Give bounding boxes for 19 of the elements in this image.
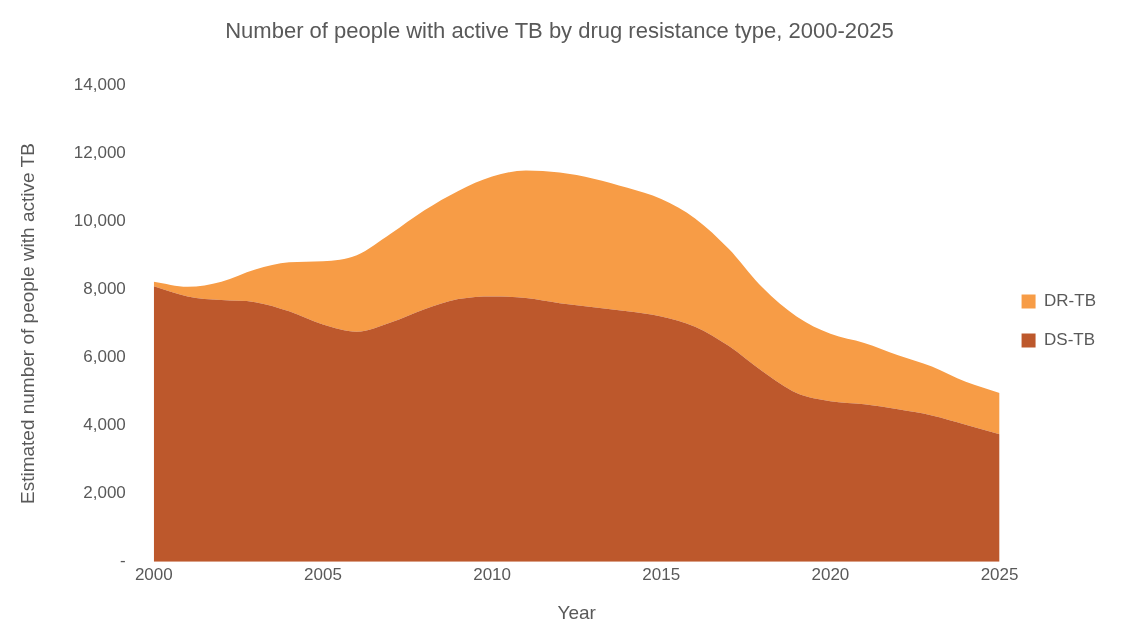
x-tick-label: 2020 xyxy=(811,564,850,584)
y-axis-title: Estimated number of people with active TB xyxy=(16,143,38,505)
x-tick-label: 2010 xyxy=(473,564,512,584)
x-tick-label: 2025 xyxy=(980,564,1019,584)
y-tick-label: 12,000 xyxy=(73,143,126,163)
y-tick-label: 2,000 xyxy=(83,483,126,503)
y-tick-label: 14,000 xyxy=(73,75,126,95)
x-tick-label: 2015 xyxy=(642,564,681,584)
legend-label: DS-TB xyxy=(1044,330,1096,350)
chart-title: Number of people with active TB by drug resistance type, 2000-2025 xyxy=(225,18,894,44)
y-tick-label: 8,000 xyxy=(83,279,126,299)
y-tick-label: 4,000 xyxy=(83,415,126,435)
y-tick-label: - xyxy=(120,551,126,571)
x-axis-title: Year xyxy=(557,601,597,623)
x-tick-label: 2005 xyxy=(304,564,342,584)
legend-label: DR-TB xyxy=(1044,291,1097,311)
x-tick-label: 2000 xyxy=(134,564,173,584)
y-tick-label: 10,000 xyxy=(73,211,126,231)
y-tick-label: 6,000 xyxy=(83,347,126,367)
